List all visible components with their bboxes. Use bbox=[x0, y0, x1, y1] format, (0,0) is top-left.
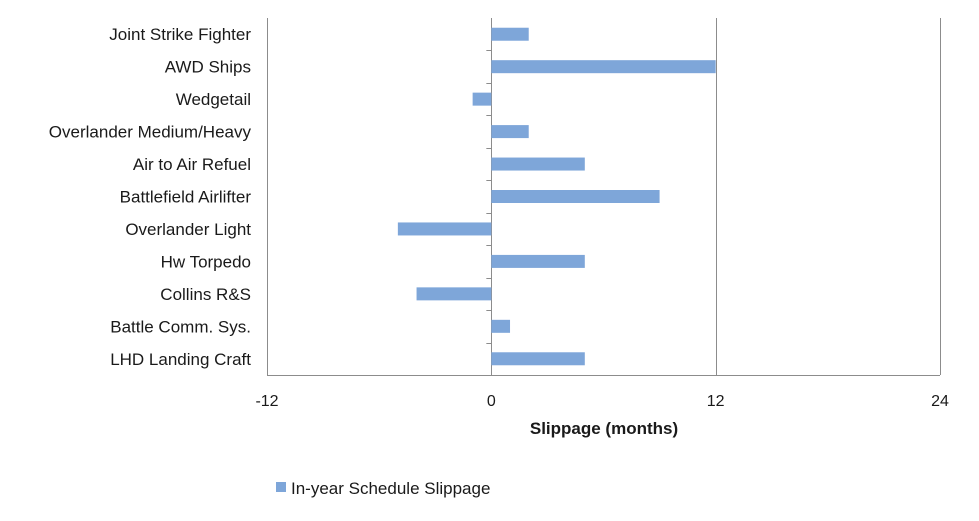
category-label: Wedgetail bbox=[176, 90, 251, 109]
bar bbox=[491, 27, 529, 41]
category-labels: Joint Strike Fighter AWD Ships Wedgetail Ov… bbox=[49, 25, 252, 369]
bar bbox=[491, 157, 585, 171]
bar bbox=[491, 352, 585, 366]
category-label: Air to Air Refuel bbox=[133, 155, 251, 174]
bar bbox=[491, 60, 716, 74]
legend-label: In-year Schedule Slippage bbox=[291, 479, 490, 498]
category-label: LHD Landing Craft bbox=[110, 350, 251, 369]
legend-swatch bbox=[276, 482, 286, 492]
bar bbox=[472, 92, 492, 106]
category-label: Hw Torpedo bbox=[161, 252, 251, 271]
bar bbox=[416, 287, 492, 301]
category-ticks bbox=[486, 50, 492, 344]
x-tick-label: 24 bbox=[931, 393, 949, 410]
category-label: Overlander Light bbox=[125, 220, 251, 239]
bars bbox=[397, 27, 716, 366]
x-axis-title: Slippage (months) bbox=[530, 419, 678, 438]
bar bbox=[491, 319, 511, 333]
category-label: Joint Strike Fighter bbox=[109, 25, 251, 44]
category-label: AWD Ships bbox=[165, 58, 251, 77]
category-label: Battle Comm. Sys. bbox=[110, 317, 251, 336]
x-tick-label: -12 bbox=[255, 393, 278, 410]
gridlines bbox=[267, 18, 941, 376]
x-tick-label: 12 bbox=[707, 393, 725, 410]
category-label: Overlander Medium/Heavy bbox=[49, 123, 252, 142]
bar bbox=[491, 254, 585, 268]
x-tick-labels: -12 0 12 24 bbox=[255, 393, 949, 410]
legend: In-year Schedule Slippage bbox=[276, 479, 490, 498]
bar bbox=[491, 190, 660, 203]
category-label: Battlefield Airlifter bbox=[120, 188, 252, 207]
bar bbox=[397, 222, 492, 236]
bar bbox=[491, 125, 529, 139]
x-tick-label: 0 bbox=[487, 393, 496, 410]
category-label: Collins R&S bbox=[160, 285, 251, 304]
